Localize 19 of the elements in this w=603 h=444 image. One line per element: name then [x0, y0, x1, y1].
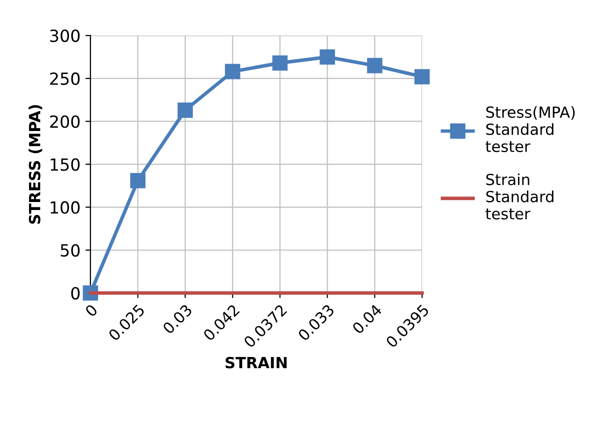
y-tick-label: 150	[50, 158, 80, 171]
y-tick-label: 0	[71, 287, 80, 300]
y-tick-label: 200	[50, 115, 80, 128]
point	[130, 172, 146, 188]
point	[320, 49, 335, 65]
y-tick-label: 100	[50, 201, 80, 214]
y-axis-title: STRESS (MPA)	[28, 105, 42, 224]
point	[272, 55, 288, 71]
point	[367, 58, 382, 74]
point	[178, 102, 193, 118]
point	[224, 64, 240, 80]
y-tick-label: 300	[50, 29, 80, 42]
x-tick-label: 0	[84, 304, 98, 318]
y-tick-label: 50	[60, 244, 80, 257]
x-axis-title: STRAIN	[226, 356, 287, 368]
legend-label: Stress(MPA) Standard tester	[486, 106, 575, 152]
point	[414, 69, 430, 84]
y-tick-label: 250	[50, 72, 80, 86]
legend-label: Strain Standard tester	[486, 173, 554, 220]
